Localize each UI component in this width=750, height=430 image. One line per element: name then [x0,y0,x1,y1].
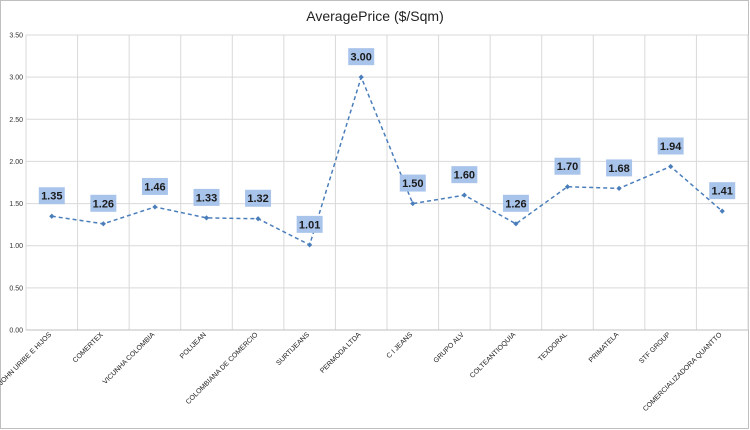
data-point [203,215,210,221]
data-point [719,208,725,214]
x-tick-label: JOHN URIBE E HIJOS [0,331,53,387]
data-label: 1.32 [247,193,268,205]
data-point [410,200,416,207]
data-point [564,184,571,190]
y-axis-ticks: 0.00 0.50 1.00 1.50 2.00 2.50 3.00 3.50 [9,33,23,335]
y-tick-label: 2.00 [9,159,23,166]
data-point [616,185,622,191]
data-label: 1.41 [712,186,733,198]
data-label: 1.33 [196,192,217,204]
grid-lines [25,34,749,331]
data-label: 1.68 [608,163,629,175]
x-tick-label: PRIMATELA [588,331,621,364]
data-label-box [245,189,272,207]
data-label: 1.26 [93,198,114,210]
data-label-box [193,188,220,206]
data-point [513,221,519,227]
y-tick-label: 3.00 [9,75,23,82]
x-tick-label: SURTIJEANS [275,331,311,367]
series-line [51,74,723,246]
series-points [49,74,725,248]
y-tick-label: 1.50 [9,201,23,208]
data-point [152,204,158,210]
data-label: 1.50 [402,178,423,190]
data-label: 1.60 [454,170,475,182]
x-tick-label: COLTEANTIOQUIA [469,331,518,380]
y-tick-label: 1.00 [9,243,23,250]
data-label-box [90,194,117,212]
data-label: 1.01 [299,219,320,231]
series-polyline [51,74,723,246]
data-point [49,213,55,219]
data-labels: 1.35 1.26 1.46 1.33 1.32 1.01 3.00 1.50 1.60 1.26… [38,48,736,233]
data-label-box [348,48,375,66]
data-point [100,221,106,227]
data-label-box [606,159,633,177]
y-tick-label: 3.50 [9,33,23,40]
data-point [255,216,261,222]
x-tick-label: POLIJEAN [179,331,208,360]
data-point [668,163,674,170]
chart-title: AveragePrice ($/Sqm) [306,8,444,24]
data-label: 1.70 [557,161,578,173]
data-label: 1.94 [660,141,682,153]
x-tick-label: GRUPO ALV [433,331,466,364]
data-label: 1.35 [41,191,62,203]
data-label-box [141,177,168,195]
data-label-box [399,174,426,192]
x-tick-label: STF GROUP [638,331,672,365]
y-tick-label: 2.50 [9,117,23,124]
data-point [461,192,467,198]
data-label: 1.26 [505,198,526,210]
data-label-box [502,194,529,212]
data-label-box [296,215,323,233]
y-tick-label: 0.00 [9,328,23,335]
data-label-box [709,182,736,200]
data-label-box [38,187,65,205]
y-tick-label: 0.50 [9,285,23,292]
x-tick-label: PERMODA LTDA [319,331,363,375]
x-tick-label: TEXDORAL [537,331,569,363]
data-point [307,242,313,248]
data-point [358,74,364,80]
data-label-box [554,157,581,175]
data-label: 3.00 [351,52,372,64]
data-label: 1.46 [144,181,165,193]
x-tick-label: C I JEANS [386,331,415,360]
data-label-box [657,137,684,155]
data-label-box [451,166,478,184]
x-tick-label: COMERTEX [72,331,105,364]
x-tick-label: VICUNHA COLOMBIA [102,331,157,386]
